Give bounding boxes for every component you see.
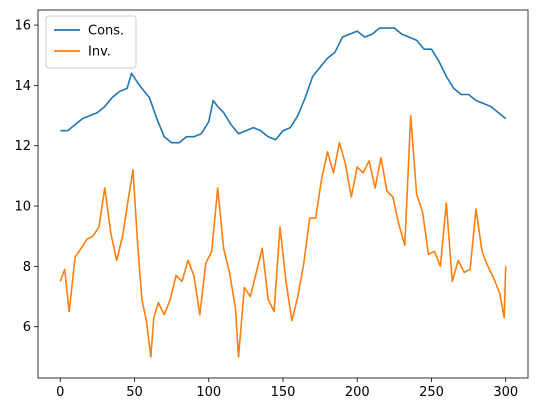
- plot-area: [59, 27, 507, 358]
- x-tick-label: 100: [196, 385, 221, 400]
- legend: Cons. Inv.: [45, 15, 137, 69]
- y-tick-label: 10: [14, 200, 31, 215]
- x-axis: 0 50 100 150 200 250 300: [56, 378, 518, 400]
- y-tick-label: 16: [14, 19, 31, 34]
- x-tick-label: 150: [271, 385, 296, 400]
- legend-label: Inv.: [88, 45, 111, 60]
- series-line-inv: [59, 114, 507, 358]
- y-tick-label: 8: [23, 260, 31, 275]
- x-tick-label: 0: [56, 385, 64, 400]
- x-tick-label: 250: [419, 385, 444, 400]
- legend-box: [45, 15, 137, 69]
- legend-label: Cons.: [88, 24, 124, 39]
- series-line-cons: [60, 27, 507, 144]
- y-tick-label: 12: [14, 139, 31, 154]
- x-tick-label: 200: [345, 385, 370, 400]
- x-tick-label: 50: [126, 385, 143, 400]
- y-tick-label: 6: [23, 320, 31, 335]
- y-tick-label: 14: [14, 79, 31, 94]
- y-axis: 6 8 10 12 14 16: [14, 19, 38, 335]
- x-tick-label: 300: [493, 385, 518, 400]
